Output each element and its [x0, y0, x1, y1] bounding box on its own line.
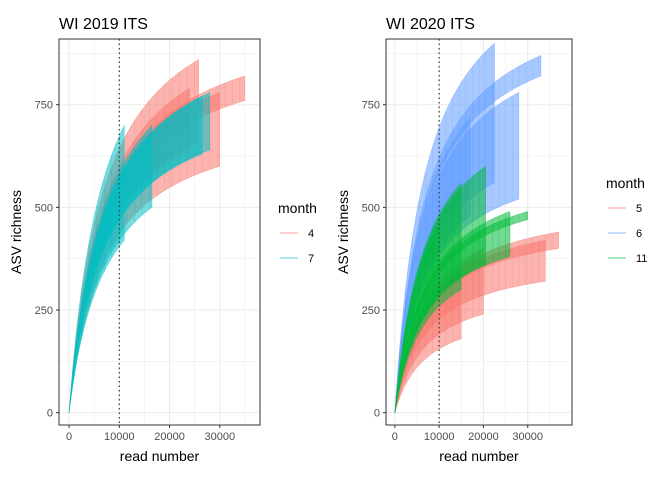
legend-title: month: [606, 175, 645, 191]
series-hatch: [398, 236, 433, 389]
x-tick-label: 30000: [512, 431, 543, 443]
y-tick-label: 500: [362, 202, 380, 214]
legend-label: 6: [636, 228, 642, 240]
chart-panel-1: 0 250 500 750 0 10000 20000 30000 WI 2020 ITS rea…: [335, 16, 647, 464]
y-tick-label: 500: [35, 202, 53, 214]
chart-title: WI 2019 ITS: [59, 16, 148, 33]
y-tick-label: 750: [362, 100, 380, 112]
panel-border: [385, 38, 573, 426]
y-axis-label: ASV richness: [335, 190, 351, 274]
legend-label: 4: [308, 228, 314, 240]
legend-label: 11: [636, 253, 647, 265]
x-tick-label: 0: [392, 431, 398, 443]
panel-border: [58, 38, 261, 426]
y-axis-label: ASV richness: [8, 190, 24, 274]
x-tick-label: 30000: [205, 431, 236, 443]
y-tick-label: 0: [47, 408, 53, 420]
x-axis-label: read number: [439, 448, 519, 464]
legend: month 4 7: [278, 200, 317, 265]
legend-label: 7: [308, 253, 314, 265]
x-tick-label: 10000: [104, 431, 135, 443]
y-tick-label: 0: [374, 408, 380, 420]
x-tick-label: 20000: [468, 431, 499, 443]
chart-title: WI 2020 ITS: [386, 16, 475, 33]
series-group: [68, 59, 246, 413]
y-tick-label: 750: [35, 100, 53, 112]
axes: 0 250 500 750 0 10000 20000 30000: [35, 100, 235, 443]
series-11: [394, 165, 528, 413]
legend-title: month: [278, 200, 317, 216]
chart-panel-0: 0 250 500 750 0 10000 20000 30000 WI 2019 ITS rea…: [8, 16, 317, 464]
x-tick-label: 10000: [424, 431, 455, 443]
x-axis-label: read number: [120, 448, 200, 464]
x-tick-label: 20000: [154, 431, 185, 443]
x-tick-label: 0: [66, 431, 72, 443]
series-band: [68, 125, 125, 413]
series-group: [394, 42, 559, 413]
legend: month 5 6 11: [606, 175, 647, 265]
y-tick-label: 250: [35, 305, 53, 317]
series-7: [68, 92, 211, 413]
axes: 0 250 500 750 0 10000 20000 30000: [362, 100, 543, 443]
legend-label: 5: [636, 203, 642, 215]
y-tick-label: 250: [362, 305, 380, 317]
